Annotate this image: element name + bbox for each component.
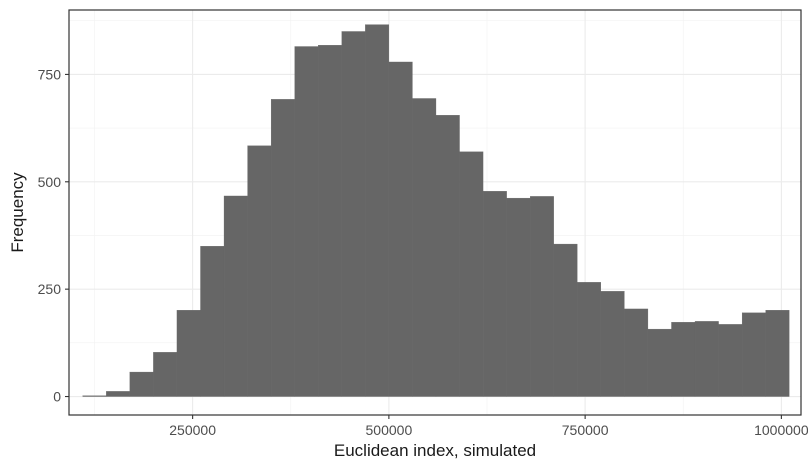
histogram-bar <box>247 145 272 397</box>
histogram-bar <box>530 196 554 397</box>
histogram-bars <box>82 24 790 397</box>
histogram-bar <box>176 310 201 397</box>
histogram-bar <box>223 195 248 397</box>
histogram-bar <box>765 310 790 397</box>
histogram-bar <box>106 391 130 397</box>
histogram-bar <box>741 312 766 397</box>
histogram-bar <box>294 46 319 397</box>
histogram-bar <box>365 24 390 397</box>
y-tick-label: 0 <box>53 389 61 405</box>
histogram-bar <box>129 371 154 397</box>
histogram-bar <box>718 324 743 397</box>
histogram-bar <box>200 246 225 397</box>
histogram-bar <box>600 291 625 397</box>
histogram-bar <box>506 197 531 397</box>
histogram-bar <box>577 282 601 397</box>
histogram-bar <box>624 308 649 397</box>
histogram-bar <box>153 352 178 397</box>
histogram-bar <box>459 151 484 397</box>
histogram-bar <box>318 45 342 397</box>
y-tick-label: 750 <box>38 66 62 82</box>
histogram-bar <box>341 31 366 397</box>
histogram-bar <box>647 328 672 397</box>
histogram-bar <box>388 61 413 397</box>
panel-border <box>68 9 802 416</box>
x-tick-label: 250000 <box>169 422 216 438</box>
x-axis-title: Euclidean index, simulated <box>334 441 536 460</box>
x-tick-label: 500000 <box>366 422 413 438</box>
histogram-bar <box>671 322 696 397</box>
histogram-bar <box>435 115 460 397</box>
histogram-bar <box>412 98 437 397</box>
x-tick-label: 750000 <box>562 422 609 438</box>
histogram-bar <box>553 243 578 397</box>
histogram-bar <box>270 99 295 397</box>
x-tick-label: 1000000 <box>754 422 808 438</box>
y-axis-ticks: 0 250 500 750 <box>38 66 69 405</box>
y-tick-label: 250 <box>38 281 62 297</box>
x-axis-ticks: 250000 500000 750000 1000000 <box>169 415 808 438</box>
y-axis-title: Frequency <box>8 172 27 253</box>
histogram-bar <box>82 395 107 397</box>
y-tick-label: 500 <box>38 174 62 190</box>
histogram-bar <box>482 191 507 397</box>
histogram-bar <box>694 321 719 397</box>
